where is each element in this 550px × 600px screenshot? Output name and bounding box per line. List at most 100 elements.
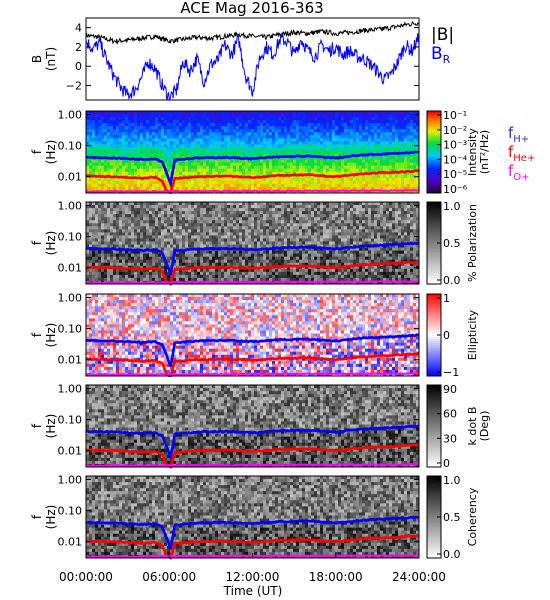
- intensity-cells: [86, 111, 420, 194]
- line-f_O+: [85, 188, 420, 194]
- coherency-ylabel: f: [30, 514, 44, 519]
- freq-tick-label: 0.01: [58, 536, 83, 549]
- intensity-cb-tick: 10⁻⁴: [443, 153, 468, 166]
- b-ytick-label: 4: [75, 22, 82, 35]
- line-f_He+: [85, 352, 420, 378]
- top-panel: 4 2 0 −2 B (nT) |B| BR: [30, 17, 454, 102]
- line-f_H+: [85, 333, 420, 368]
- line-f_O+: [85, 463, 420, 468]
- freq-tick-label: 0.01: [58, 354, 83, 367]
- x-tick-label: 00:00:00: [59, 570, 113, 584]
- coherency-cells: [86, 476, 420, 559]
- panel-k-dot-b: 1.00 0.10 0.01 f (Hz) 90 60 30 0 k dot B (Deg): [30, 383, 491, 470]
- ellipticity-colorbar: 1 0 −1 Ellipticity: [426, 292, 479, 379]
- intensity-ylabel: f: [30, 149, 44, 154]
- polarization-frame: [85, 201, 420, 285]
- freq-tick-label: 0.10: [58, 140, 83, 153]
- ellipticity-yunit: (Hz): [44, 323, 58, 348]
- intensity-colorbar: 10⁻¹ 10⁻² 10⁻³10⁻⁴ 10⁻⁵ 10⁻⁶ Intensity (nT²/Hz…: [426, 109, 491, 196]
- freq-tick-label: 1.00: [58, 109, 83, 122]
- k-dot-b-cb-tick: 0: [443, 457, 450, 470]
- k-dot-b-cb-tick: 30: [443, 432, 457, 445]
- freq-tick-label: 0.01: [58, 262, 83, 275]
- freq-tick-label: 1.00: [58, 200, 83, 213]
- freq-tick-label: 1.00: [58, 292, 83, 305]
- legend-b-r: BR: [431, 44, 451, 66]
- intensity-cb-tick: 10⁻³: [443, 139, 467, 152]
- panel-coherency: 1.00 0.10 0.01 f (Hz) 1.0 0.5 0.0 Coherency: [30, 474, 479, 561]
- k-dot-b-cb-label: k dot B: [466, 407, 479, 446]
- k-dot-b-cells: [86, 385, 420, 468]
- ellipticity-cells: [86, 294, 420, 377]
- line-f_O+: [85, 371, 420, 377]
- k-dot-b-frame: [85, 384, 420, 468]
- cyclotron-legend: fH+ fHe+ fO+: [508, 124, 535, 183]
- polarization-cb-label: % Polarization: [466, 204, 479, 282]
- line-f_H+: [85, 241, 420, 276]
- b-panel-frame: [85, 17, 420, 101]
- freq-tick-label: 1.00: [58, 383, 83, 396]
- panel-polarization: 1.00 0.10 0.01 f (Hz) 1.0 0.5 0.0 % Polarization: [30, 200, 479, 287]
- intensity-cb-unit: (nT²/Hz): [478, 130, 491, 174]
- ellipticity-ylabel: f: [30, 332, 44, 337]
- chart-title: ACE Mag 2016-363: [180, 0, 323, 17]
- intensity-cb-label: Intensity: [466, 128, 479, 176]
- k-dot-b-colorbar: 90 60 30 0 k dot B (Deg): [426, 383, 491, 470]
- line-f_He+: [86, 534, 420, 560]
- ellipticity-cb-tick: 0: [443, 329, 450, 342]
- x-tick-label: 12:00:00: [226, 570, 280, 584]
- polarization-colorbar: 1.0 0.5 0.0 % Polarization: [426, 200, 479, 287]
- coherency-cb-tick: 0.5: [443, 511, 461, 524]
- line-f_H+: [85, 424, 420, 459]
- b-ytick-label: 0: [75, 60, 82, 73]
- ellipticity-cb-tick: −1: [443, 366, 459, 379]
- k-dot-b-ylabel: f: [30, 423, 44, 428]
- x-tick-label: 18:00:00: [309, 570, 363, 584]
- ellipticity-cb-label: Ellipticity: [466, 309, 479, 360]
- freq-tick-label: 0.10: [58, 505, 83, 518]
- freq-tick-label: 0.01: [58, 171, 83, 184]
- legend-f-h: fH+: [508, 124, 529, 145]
- line-f_He+: [85, 260, 420, 287]
- k-dot-b-yunit: (Hz): [44, 414, 58, 439]
- legend-b-mag: |B|: [431, 25, 454, 45]
- coherency-colorbar: 1.0 0.5 0.0 Coherency: [426, 474, 479, 561]
- polarization-cb-tick: 0.0: [443, 274, 461, 287]
- line-f_He+: [85, 169, 420, 195]
- polarization-cb-tick: 1.0: [443, 200, 461, 213]
- ellipticity-cb-tick: 1: [443, 292, 450, 305]
- b-ytick-label: −2: [66, 80, 82, 93]
- intensity-frame: [85, 110, 420, 194]
- line-f_H+: [85, 515, 420, 550]
- intensity-cb-tick: 10⁻²: [443, 124, 467, 137]
- freq-tick-label: 0.10: [58, 323, 83, 336]
- series-b-mag: [85, 20, 420, 45]
- freq-tick-label: 0.01: [58, 445, 83, 458]
- panel-intensity: 1.000.100.01f (Hz)10⁻¹10⁻²10⁻³10⁻⁴10⁻⁵10⁻…: [30, 109, 491, 196]
- polarization-ylabel: f: [30, 240, 44, 245]
- ellipticity-frame: [85, 293, 420, 377]
- x-axis-label: Time (UT): [223, 584, 283, 598]
- polarization-cells: [86, 202, 420, 285]
- coherency-cb-tick: 0.0: [443, 548, 461, 561]
- line-f_H+: [85, 150, 419, 189]
- intensity-cb-tick: 10⁻⁶: [443, 183, 468, 196]
- coherency-cb-tick: 1.0: [443, 474, 461, 487]
- coherency-yunit: (Hz): [44, 505, 58, 530]
- k-dot-b-cb-unit: (Deg): [478, 411, 491, 442]
- line-f_O+: [85, 279, 420, 285]
- legend-f-he: fHe+: [508, 143, 535, 164]
- polarization-yunit: (Hz): [44, 231, 58, 256]
- intensity-cb-tick: 10⁻⁵: [443, 168, 467, 181]
- panel-ellipticity: 1.00 0.10 0.01 f (Hz) 1 0 −1 Ellipticity: [30, 292, 479, 379]
- freq-tick-label: 1.00: [58, 474, 83, 487]
- k-dot-b-cb-tick: 60: [443, 408, 457, 421]
- k-dot-b-cb-tick: 90: [443, 383, 457, 396]
- freq-tick-label: 0.10: [58, 231, 83, 244]
- line-f_He+: [85, 443, 420, 470]
- coherency-cb-label: Coherency: [466, 487, 479, 546]
- intensity-yunit: (Hz): [44, 140, 58, 165]
- x-tick-label: 06:00:00: [142, 570, 196, 584]
- intensity-cb-tick: 10⁻¹: [443, 109, 467, 122]
